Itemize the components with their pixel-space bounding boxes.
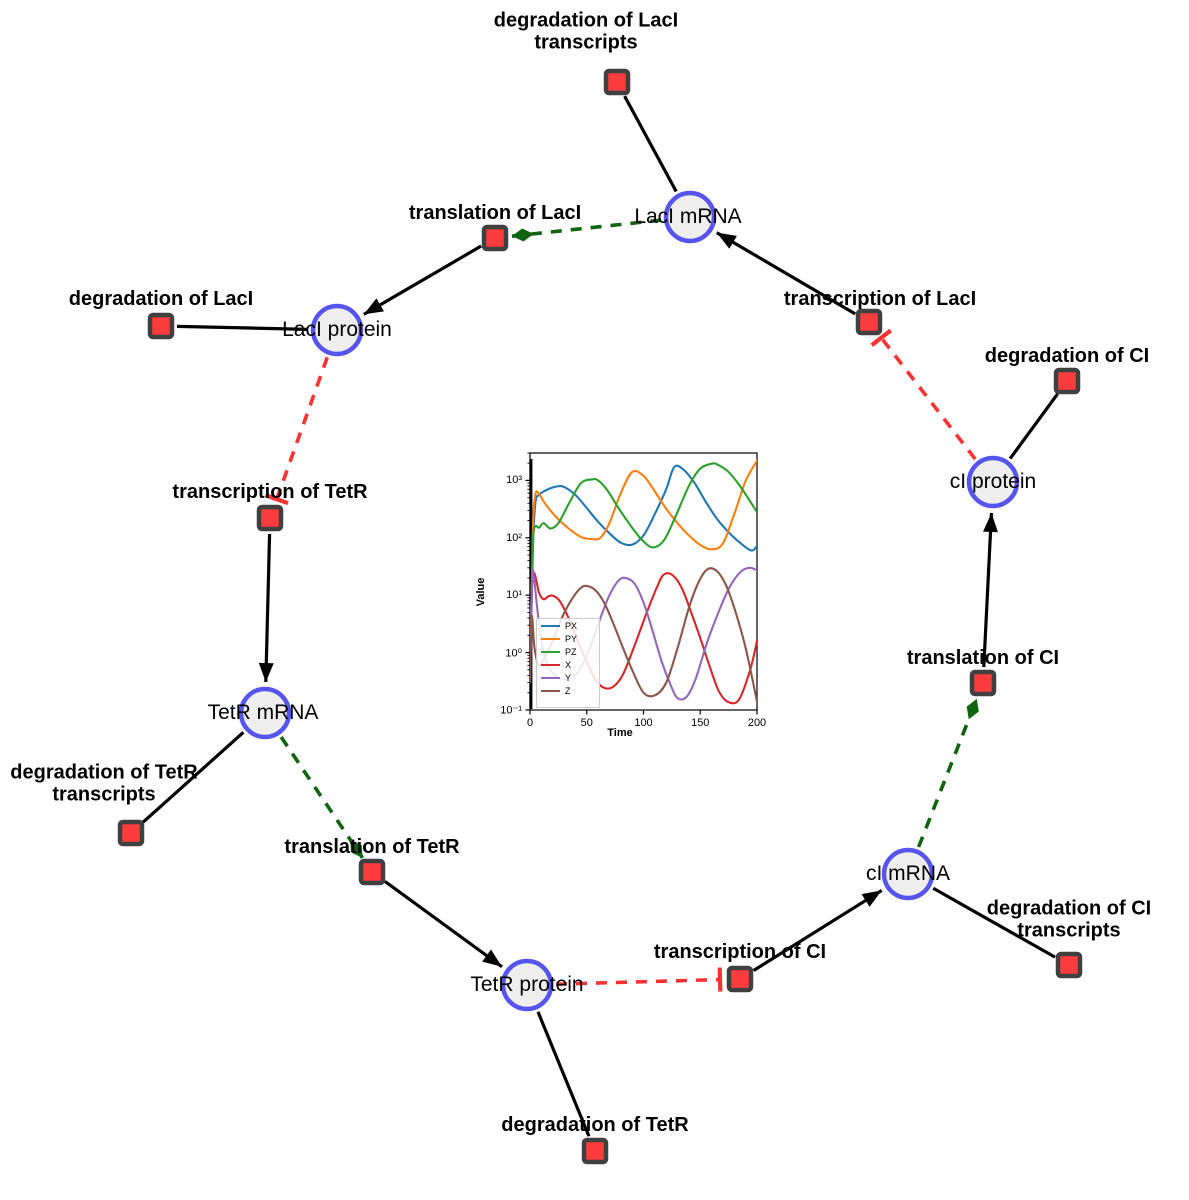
arrowhead — [258, 662, 274, 683]
chart-legend-box — [536, 618, 600, 708]
chart-ytick-label: 10¹ — [506, 589, 522, 602]
reaction-label-deg_laci_transcripts: degradation of LacI transcripts — [493, 9, 679, 54]
arrowhead — [363, 298, 384, 315]
reaction-node-deg_laci_transcripts[interactable] — [603, 68, 631, 96]
arrowhead — [716, 232, 737, 249]
chart-xtick-label: 100 — [634, 717, 653, 729]
reaction-node-deg_tetr_transcripts[interactable] — [117, 819, 145, 847]
reaction-node-deg_ci_transcripts[interactable] — [1055, 951, 1083, 979]
reaction-node-transcription_laci[interactable] — [855, 308, 883, 336]
reaction-node-translation_ci[interactable] — [969, 669, 997, 697]
edge-deg_laci_transcripts-to-laci_mrna — [623, 95, 678, 193]
chart-legend-swatch-PY — [541, 638, 560, 641]
chart-legend-label-Z: Z — [565, 686, 571, 696]
chart-legend-label-X: X — [565, 660, 572, 670]
edge-laci_protein-to-transcription_tetr — [264, 356, 329, 506]
inhibition-tee — [717, 967, 723, 992]
chart-ylabel: Value — [475, 577, 487, 607]
chart-ytick-label: 10⁰ — [505, 647, 522, 660]
chart-legend-label-PY: PY — [565, 634, 578, 644]
reaction-node-deg_ci[interactable] — [1053, 367, 1081, 395]
chart-xlabel: Time — [607, 727, 633, 739]
chart-ytick-label: 10⁻¹ — [500, 704, 522, 717]
edge-ci_mrna-to-translation_ci — [916, 698, 979, 848]
reaction-label-translation_ci: translation of CI — [906, 646, 1060, 669]
edge-deg_tetr_transcripts-to-tetr_mrna — [141, 731, 245, 824]
reaction-label-deg_ci_transcripts: degradation of CI transcripts — [986, 897, 1152, 942]
arrowhead — [983, 512, 999, 533]
chart-legend-swatch-X — [541, 664, 560, 667]
chart-ytick-label: 10³ — [506, 474, 522, 487]
edge-transcription_tetr-to-tetr_mrna — [258, 533, 274, 683]
edge-translation_laci-to-laci_protein — [362, 244, 482, 316]
chart-series-PZ — [530, 462, 757, 637]
edge-transcription_ci-to-ci_mrna — [752, 889, 883, 972]
edge-translation_tetr-to-tetr_protein — [383, 880, 503, 969]
edge-deg_ci_transcripts-to-ci_mrna — [932, 886, 1056, 959]
chart-series-X — [530, 571, 757, 705]
reaction-label-transcription_laci: transcription of LacI — [783, 287, 977, 310]
chart-legend-label-PX: PX — [565, 621, 578, 631]
reaction-label-deg_laci: degradation of LacI — [68, 287, 254, 310]
chart-legend-swatch-PX — [541, 625, 560, 628]
reaction-label-deg_tetr_transcripts: degradation of TetR transcripts — [10, 761, 198, 806]
edge-ci_protein-to-transcription_laci — [870, 328, 977, 461]
chart-xtick-label: 200 — [747, 717, 767, 729]
chart-series-PX — [530, 464, 757, 637]
edge-tetr_mrna-to-translation_tetr — [279, 736, 365, 859]
chart-xtick-label: 50 — [580, 717, 593, 729]
reaction-node-deg_tetr[interactable] — [581, 1137, 609, 1165]
diamond-head — [350, 839, 363, 858]
species-node-laci_protein[interactable] — [310, 303, 364, 357]
reaction-label-translation_tetr: translation of TetR — [284, 835, 460, 858]
diamond-head — [966, 698, 979, 720]
timecourse-inset-plot: Time Value 0 50 100 150 200 10⁻¹ 10⁰ 10¹ 10² 10³ … — [472, 437, 768, 751]
chart-legend-swatch-PZ — [541, 651, 560, 654]
chart-xtick-label: 0 — [526, 717, 534, 729]
diamond-head — [511, 228, 534, 242]
chart-legend-swatch-Y — [541, 677, 560, 680]
edge-translation_ci-to-ci_protein — [982, 512, 999, 668]
edge-transcription_laci-to-laci_mrna — [715, 231, 857, 316]
arrowhead — [861, 890, 882, 907]
reaction-label-translation_laci: translation of LacI — [408, 201, 582, 224]
arrowhead — [482, 949, 502, 967]
reaction-label-deg_ci: degradation of CI — [984, 344, 1150, 367]
edge-tetr_protein-to-transcription_ci — [555, 967, 723, 992]
chart-series-PY — [530, 459, 757, 637]
chart-xtick-label: 150 — [691, 717, 710, 729]
species-node-laci_mrna[interactable] — [663, 190, 717, 244]
reaction-label-transcription_tetr: transcription of TetR — [172, 480, 368, 503]
reaction-label-transcription_ci: transcription of CI — [653, 940, 827, 963]
species-node-tetr_mrna[interactable] — [238, 686, 292, 740]
edge-laci_mrna-to-translation_laci — [511, 218, 662, 242]
reaction-node-transcription_ci[interactable] — [726, 965, 754, 993]
edge-deg_tetr-to-tetr_protein — [536, 1011, 591, 1137]
inhibition-tee — [264, 493, 289, 506]
reaction-label-deg_tetr: degradation of TetR — [501, 1113, 689, 1136]
chart-legend-label-PZ: PZ — [565, 647, 577, 657]
reaction-node-transcription_tetr[interactable] — [256, 504, 284, 532]
species-node-ci_protein[interactable] — [966, 455, 1020, 509]
chart-legend-label-Y: Y — [565, 673, 572, 683]
species-node-ci_mrna[interactable] — [881, 847, 935, 901]
chart-legend-swatch-Z — [541, 690, 560, 693]
reaction-node-translation_laci[interactable] — [481, 224, 509, 252]
edge-deg_ci-to-ci_protein — [1008, 392, 1059, 460]
edge-deg_laci-to-laci_protein — [176, 324, 309, 331]
species-node-tetr_protein[interactable] — [500, 958, 554, 1012]
reaction-node-deg_laci[interactable] — [147, 312, 175, 340]
reaction-node-translation_tetr[interactable] — [358, 858, 386, 886]
inhibition-tee — [870, 328, 893, 347]
chart-ytick-label: 10² — [506, 531, 522, 544]
